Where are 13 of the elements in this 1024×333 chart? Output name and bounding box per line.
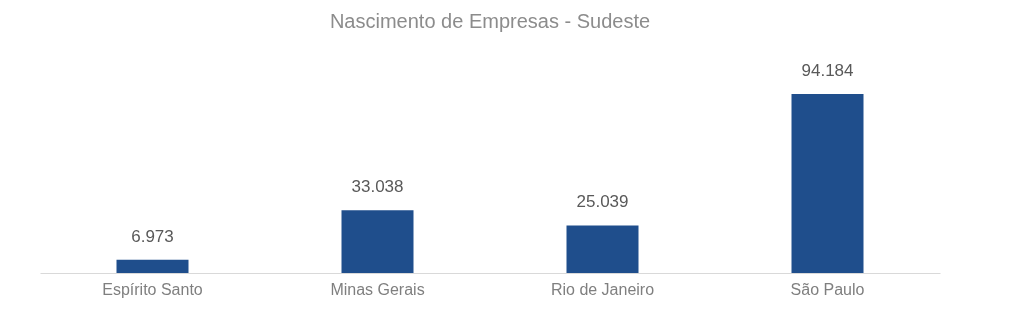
data-label: 6.973: [131, 226, 174, 246]
bar: [116, 259, 189, 273]
chart-title: Nascimento de Empresas - Sudeste: [329, 10, 651, 33]
data-label: 25.039: [576, 192, 629, 212]
bar: [341, 210, 414, 273]
x-tick-label: São Paulo: [790, 280, 865, 298]
x-tick-label: Rio de Janeiro: [550, 280, 655, 298]
bar: [566, 225, 639, 273]
bar: [791, 94, 864, 273]
x-tick-label: Espírito Santo: [102, 280, 203, 298]
x-tick-label: Minas Gerais: [330, 280, 425, 298]
data-label: 94.184: [801, 61, 854, 81]
data-label: 33.038: [351, 177, 404, 197]
